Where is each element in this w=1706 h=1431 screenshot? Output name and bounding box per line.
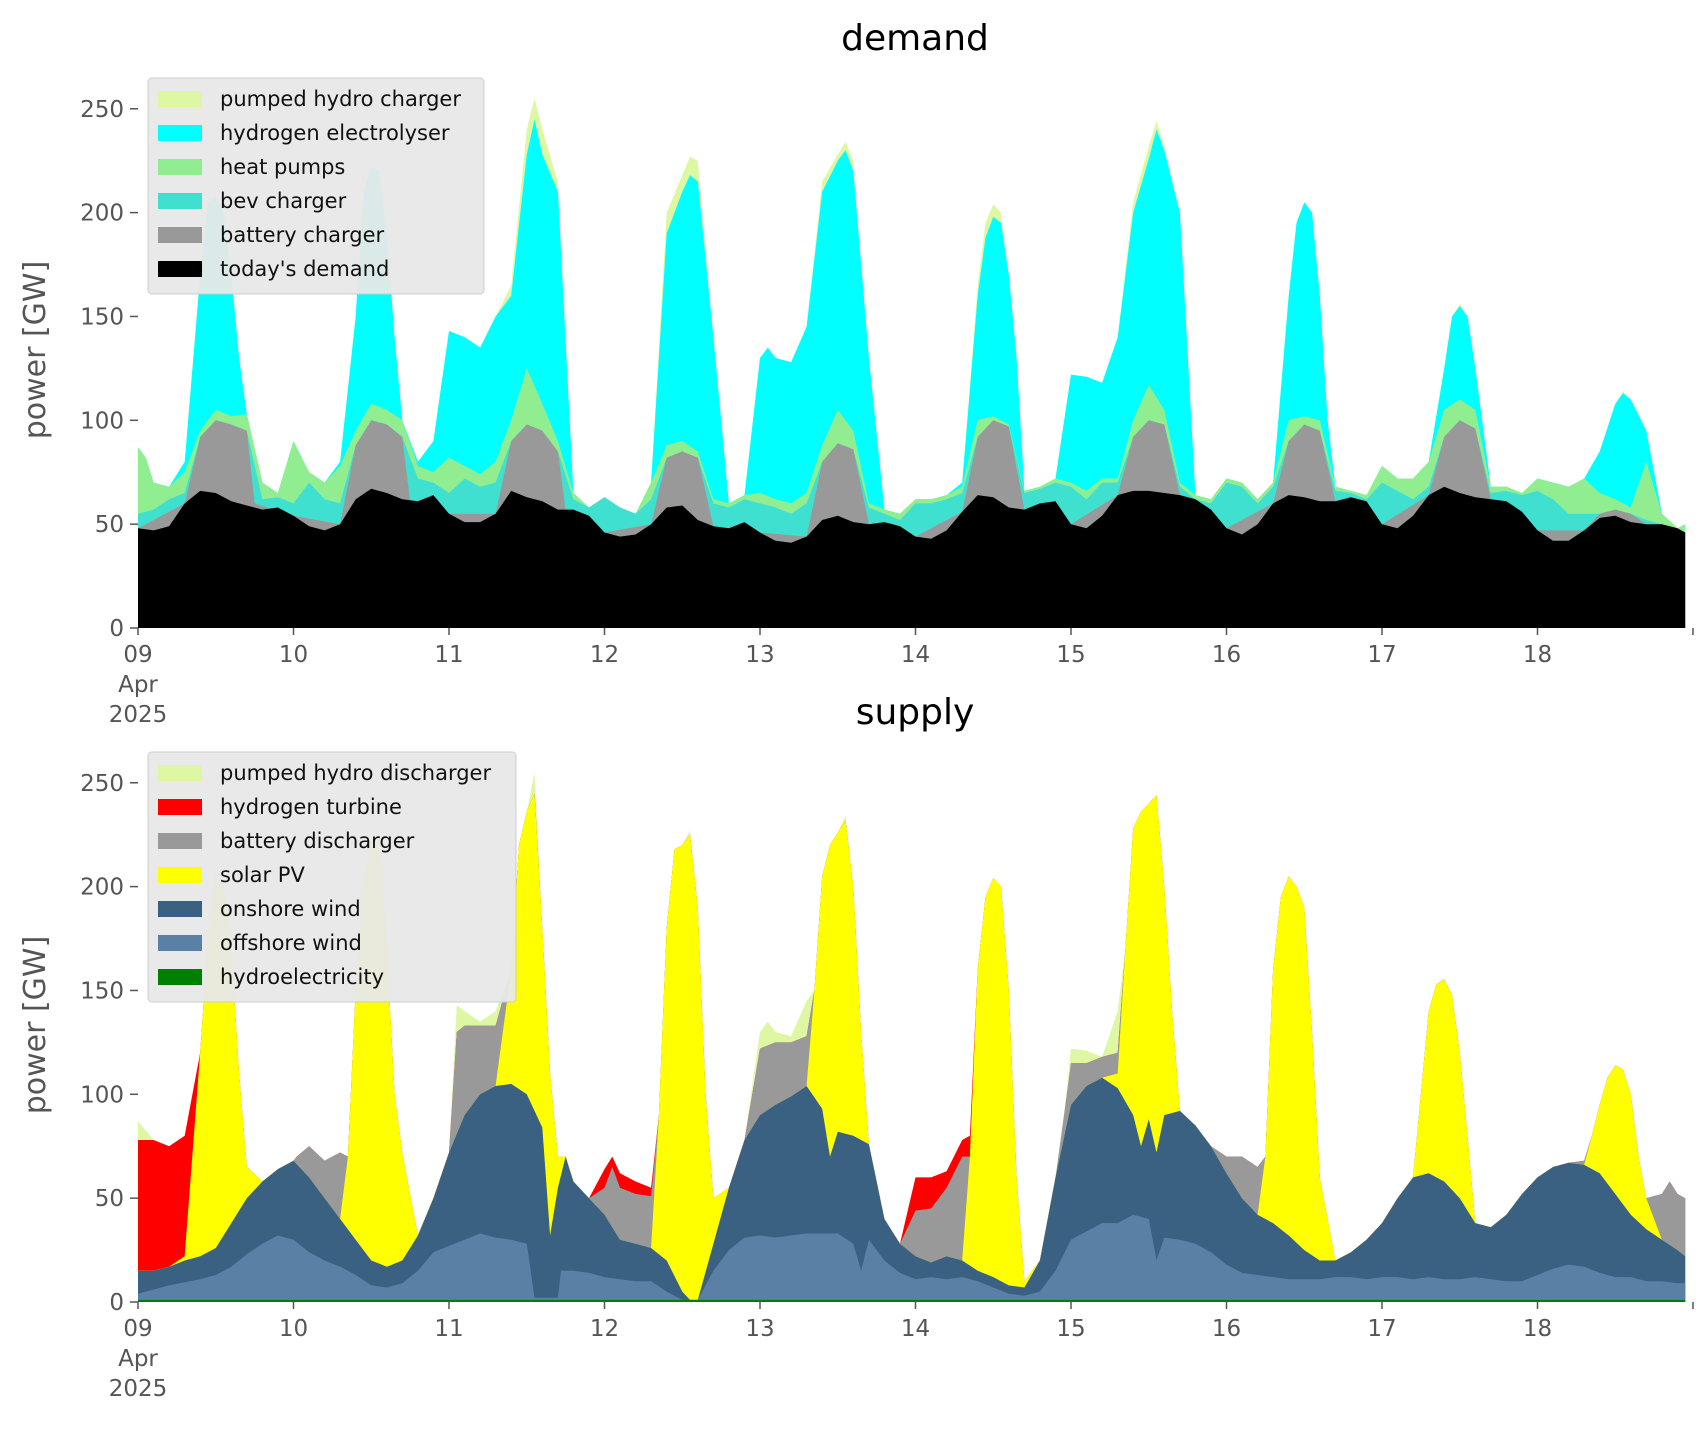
legend-label: battery charger bbox=[220, 223, 385, 247]
legend-swatch bbox=[158, 765, 202, 781]
x-tick-label: 17 bbox=[1367, 1316, 1396, 1342]
y-tick-label: 200 bbox=[80, 875, 124, 901]
x-tick-label: 14 bbox=[901, 1316, 930, 1342]
x-tick-label: 12 bbox=[590, 642, 619, 668]
area-offshore-wind bbox=[138, 1214, 1686, 1302]
legend-swatch bbox=[158, 125, 202, 141]
y-tick-label: 100 bbox=[80, 408, 124, 434]
x-tick-label: 13 bbox=[745, 1316, 774, 1342]
legend-swatch bbox=[158, 227, 202, 243]
x-tick-label: 10 bbox=[279, 1316, 308, 1342]
y-axis-label: power [GW] bbox=[18, 936, 53, 1115]
x-tick-label: 09 bbox=[123, 642, 152, 668]
legend-label: pumped hydro charger bbox=[220, 87, 461, 111]
x-tick-label: 13 bbox=[745, 642, 774, 668]
x-tick-label: 11 bbox=[434, 1316, 463, 1342]
demand-chart: demand power [GW] 0 50 100 150 200 250 09 10 11 1… bbox=[18, 18, 1694, 728]
y-tick-label: 250 bbox=[80, 97, 124, 123]
legend-label: pumped hydro discharger bbox=[220, 761, 491, 785]
legend-swatch bbox=[158, 867, 202, 883]
chart-title: supply bbox=[856, 692, 975, 733]
legend-box bbox=[147, 751, 517, 1003]
x-tick-label: 15 bbox=[1056, 642, 1085, 668]
y-axis-label: power [GW] bbox=[18, 261, 53, 440]
axes: 0 50 100 150 200 250 09 10 11 12 13 14 15 16 17 18 Apr 20… bbox=[80, 771, 1694, 1402]
area-stack bbox=[138, 98, 1686, 628]
legend-label: hydrogen turbine bbox=[220, 795, 402, 819]
x-tick-sublabel: Apr bbox=[118, 672, 158, 698]
legend-swatch bbox=[158, 833, 202, 849]
legend-label: onshore wind bbox=[220, 897, 361, 921]
legend: pumped hydro charger hydrogen electrolyse… bbox=[147, 77, 485, 295]
y-tick-label: 0 bbox=[109, 616, 124, 642]
legend-swatch bbox=[158, 261, 202, 277]
area-stack bbox=[138, 772, 1686, 1302]
x-tick-label: 09 bbox=[123, 1316, 152, 1342]
x-tick-sublabel: 2025 bbox=[109, 1376, 168, 1402]
legend-label: offshore wind bbox=[220, 931, 362, 955]
area-today-s-demand bbox=[138, 486, 1686, 628]
y-tick-label: 150 bbox=[80, 304, 124, 330]
x-tick-label: 12 bbox=[590, 1316, 619, 1342]
y-tick-label: 150 bbox=[80, 978, 124, 1004]
y-tick-label: 100 bbox=[80, 1082, 124, 1108]
chart-title: demand bbox=[841, 18, 989, 59]
legend-swatch bbox=[158, 901, 202, 917]
x-tick-label: 10 bbox=[279, 642, 308, 668]
x-tick-label: 17 bbox=[1367, 642, 1396, 668]
area-hydroelectricity bbox=[138, 1299, 1686, 1302]
legend-swatch bbox=[158, 969, 202, 985]
y-tick-label: 250 bbox=[80, 771, 124, 797]
supply-chart: supply power [GW] 0 50 100 150 200 250 09 10 11 1… bbox=[18, 692, 1694, 1402]
y-tick-label: 200 bbox=[80, 201, 124, 227]
legend-label: hydrogen electrolyser bbox=[220, 121, 450, 145]
legend-swatch bbox=[158, 159, 202, 175]
y-tick-label: 0 bbox=[109, 1290, 124, 1316]
legend-swatch bbox=[158, 193, 202, 209]
x-tick-label: 18 bbox=[1523, 642, 1552, 668]
x-tick-label: 14 bbox=[901, 642, 930, 668]
y-tick-label: 50 bbox=[95, 512, 124, 538]
legend: pumped hydro discharger hydrogen turbine b… bbox=[147, 751, 517, 1003]
x-tick-label: 16 bbox=[1212, 1316, 1241, 1342]
legend-label: today's demand bbox=[220, 257, 389, 281]
legend-label: battery discharger bbox=[220, 829, 415, 853]
x-tick-sublabel: Apr bbox=[118, 1346, 158, 1372]
legend-swatch bbox=[158, 935, 202, 951]
y-tick-label: 50 bbox=[95, 1186, 124, 1212]
legend-label: solar PV bbox=[220, 863, 305, 887]
legend-label: hydroelectricity bbox=[220, 965, 384, 989]
legend-label: bev charger bbox=[220, 189, 347, 213]
x-tick-label: 15 bbox=[1056, 1316, 1085, 1342]
x-tick-label: 16 bbox=[1212, 642, 1241, 668]
legend-box bbox=[147, 77, 485, 295]
legend-label: heat pumps bbox=[220, 155, 345, 179]
axes: 0 50 100 150 200 250 09 10 11 12 13 14 15 16 17 18 Apr 20… bbox=[80, 97, 1694, 728]
legend-swatch bbox=[158, 799, 202, 815]
legend-swatch bbox=[158, 91, 202, 107]
x-tick-label: 18 bbox=[1523, 1316, 1552, 1342]
x-tick-sublabel: 2025 bbox=[109, 702, 168, 728]
x-tick-label: 11 bbox=[434, 642, 463, 668]
